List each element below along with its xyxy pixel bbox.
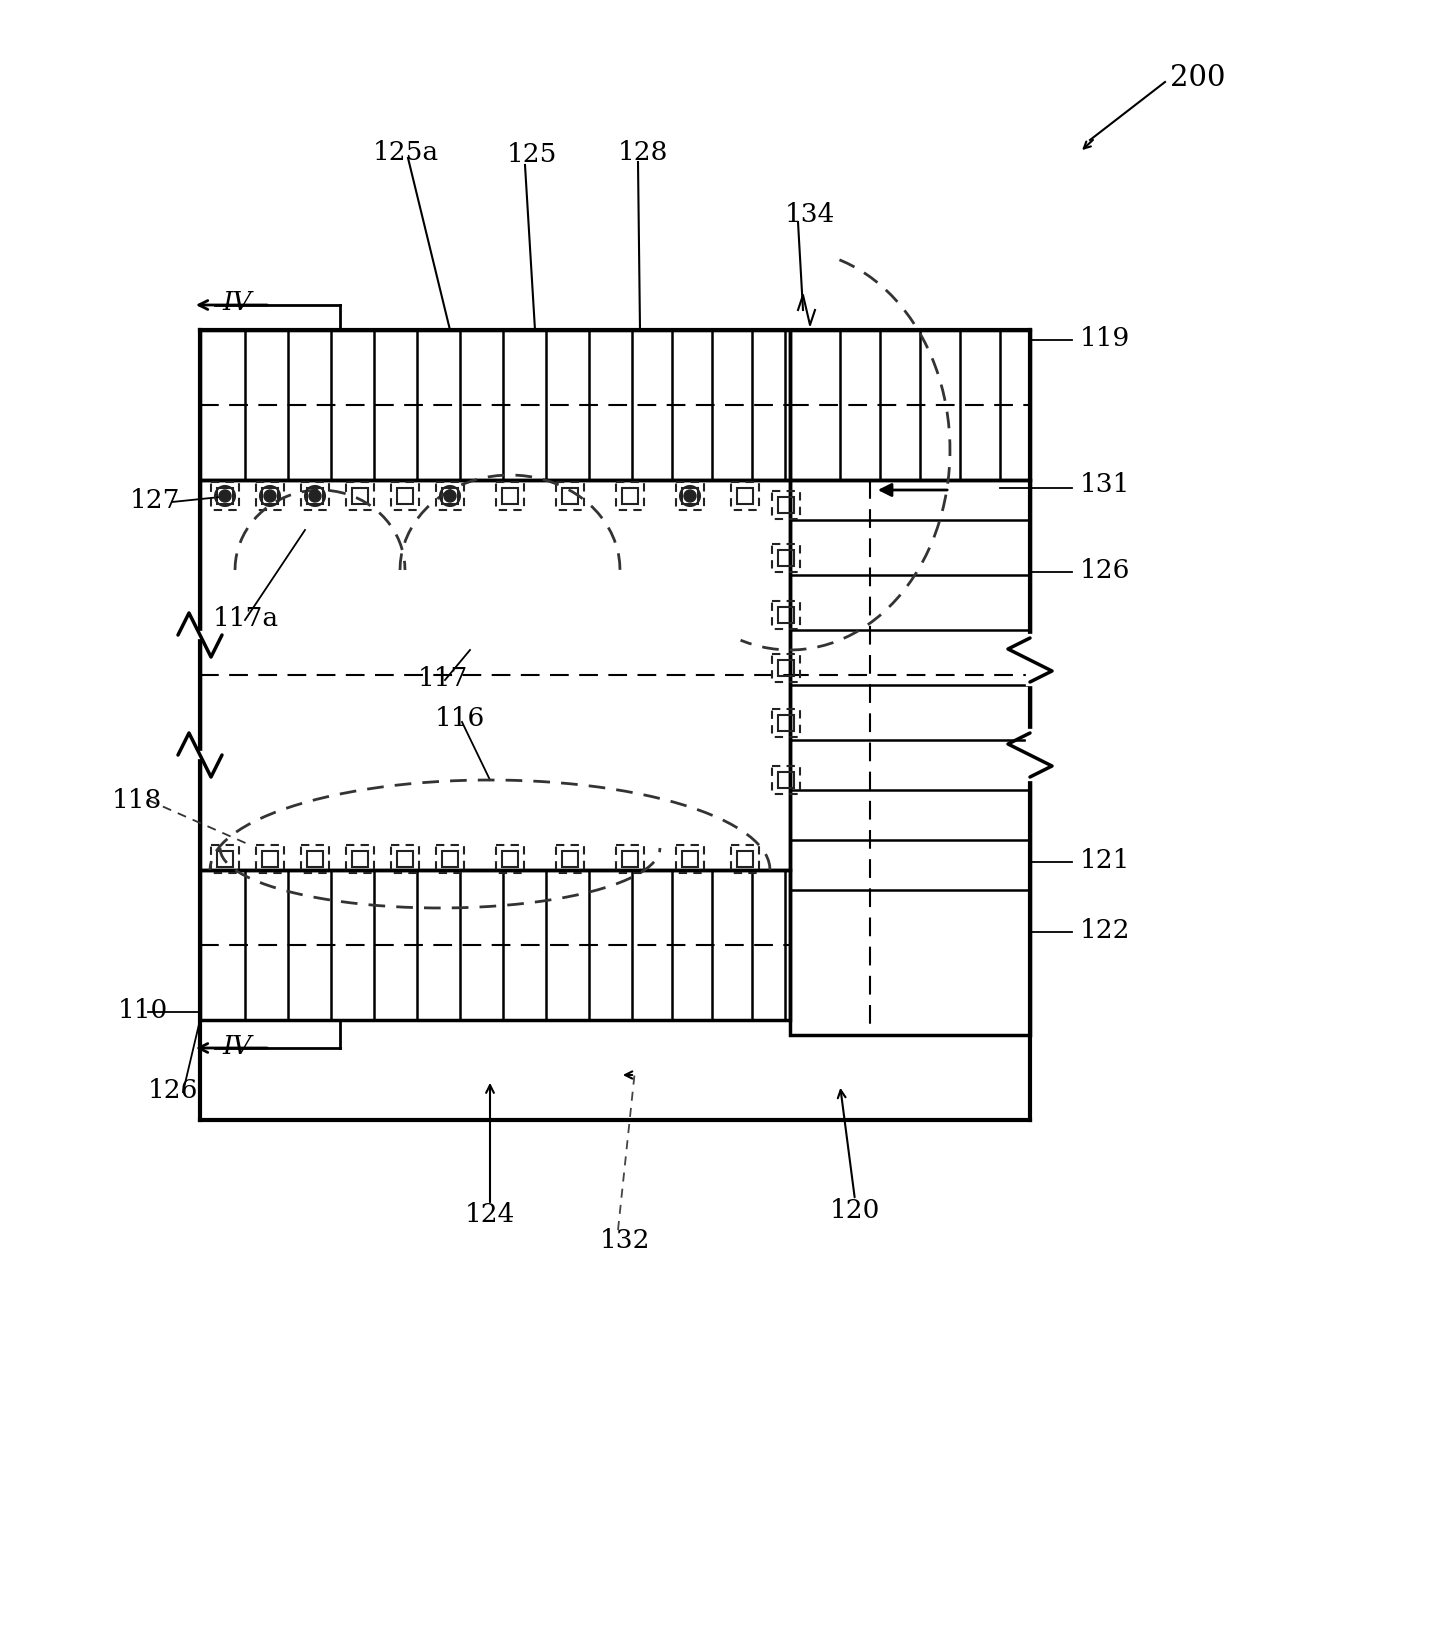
Bar	[390, 845, 419, 873]
Text: 131: 131	[1081, 473, 1131, 498]
Bar	[397, 851, 413, 868]
Bar	[217, 488, 232, 504]
Bar	[778, 715, 794, 732]
Bar	[555, 845, 584, 873]
Bar	[263, 488, 278, 504]
Text: 116: 116	[435, 706, 485, 730]
Bar	[352, 488, 367, 504]
Bar	[263, 851, 278, 868]
Bar	[346, 481, 375, 511]
Text: 127: 127	[131, 488, 181, 512]
Bar	[676, 481, 705, 511]
Bar	[772, 491, 799, 519]
Bar	[563, 488, 578, 504]
Text: 128: 128	[618, 139, 669, 164]
Bar	[791, 480, 1030, 1035]
Bar	[352, 851, 367, 868]
Text: 200: 200	[1170, 64, 1225, 92]
Bar	[778, 498, 794, 512]
Bar	[730, 481, 759, 511]
Bar	[502, 851, 518, 868]
Circle shape	[220, 489, 231, 503]
Bar	[778, 773, 794, 787]
Text: 121: 121	[1081, 848, 1131, 873]
Bar	[621, 488, 639, 504]
Bar	[211, 481, 240, 511]
Text: 126: 126	[1081, 558, 1131, 583]
Text: 110: 110	[118, 997, 168, 1023]
Bar	[307, 488, 323, 504]
Text: 125a: 125a	[373, 139, 439, 164]
Bar	[255, 845, 284, 873]
Bar	[738, 851, 753, 868]
Bar	[772, 543, 799, 571]
Circle shape	[684, 489, 696, 503]
Bar	[772, 709, 799, 737]
Text: 117a: 117a	[212, 606, 280, 630]
Bar	[397, 488, 413, 504]
Text: 118: 118	[112, 787, 162, 812]
Text: 117: 117	[418, 666, 468, 691]
Bar	[497, 845, 524, 873]
Bar	[502, 488, 518, 504]
Text: IV: IV	[222, 1035, 251, 1059]
Bar	[772, 655, 799, 683]
Bar	[621, 851, 639, 868]
Bar	[616, 845, 644, 873]
Bar	[778, 660, 794, 676]
Bar	[442, 851, 458, 868]
Bar	[255, 481, 284, 511]
Bar	[436, 481, 464, 511]
Bar	[563, 851, 578, 868]
Bar	[211, 845, 240, 873]
Bar	[738, 488, 753, 504]
Text: 124: 124	[465, 1203, 515, 1228]
Bar	[772, 766, 799, 794]
Circle shape	[264, 489, 276, 503]
Bar	[436, 845, 464, 873]
Bar	[616, 481, 644, 511]
Bar	[199, 480, 791, 869]
Bar	[346, 845, 375, 873]
Bar	[390, 481, 419, 511]
Circle shape	[443, 489, 456, 503]
Text: 126: 126	[148, 1077, 198, 1102]
Bar	[778, 550, 794, 566]
Bar	[301, 481, 329, 511]
Bar	[730, 845, 759, 873]
Bar	[682, 851, 697, 868]
Bar	[217, 851, 232, 868]
Bar	[772, 601, 799, 629]
Text: 119: 119	[1081, 326, 1131, 350]
Text: 120: 120	[829, 1198, 881, 1223]
Bar	[301, 845, 329, 873]
Bar	[676, 845, 705, 873]
Bar	[778, 607, 794, 624]
Bar	[555, 481, 584, 511]
Text: 125: 125	[507, 142, 557, 167]
Bar	[497, 481, 524, 511]
Text: 132: 132	[600, 1228, 650, 1252]
Bar	[307, 851, 323, 868]
Text: 134: 134	[785, 203, 835, 228]
Bar	[199, 331, 791, 480]
Bar	[682, 488, 697, 504]
Text: IV: IV	[222, 290, 251, 316]
Bar	[791, 331, 1030, 480]
Bar	[442, 488, 458, 504]
Bar	[199, 869, 791, 1020]
Circle shape	[309, 489, 321, 503]
Text: 122: 122	[1081, 917, 1131, 943]
